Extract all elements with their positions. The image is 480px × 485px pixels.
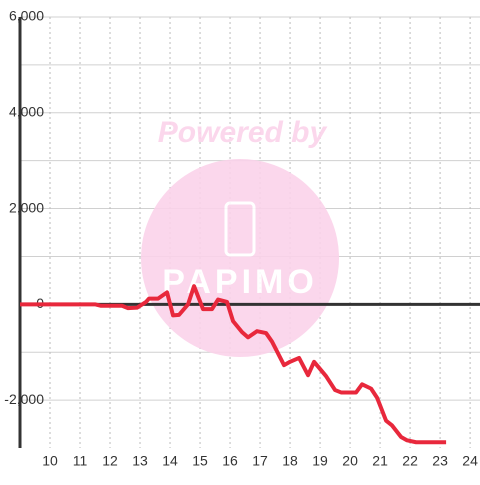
x-tick-label: 22	[402, 453, 418, 469]
watermark-circle	[141, 159, 339, 357]
x-tick-label: 10	[42, 453, 58, 469]
y-tick-label: 6,000	[9, 8, 44, 24]
y-tick-label: -2,000	[4, 391, 44, 407]
x-tick-label: 17	[252, 453, 268, 469]
x-tick-label: 14	[162, 453, 178, 469]
watermark: Powered by PAPIMO	[141, 116, 339, 357]
x-tick-label: 24	[462, 453, 478, 469]
x-tick-label: 23	[432, 453, 448, 469]
y-tick-label: 2,000	[9, 199, 44, 215]
x-tick-label: 19	[312, 453, 328, 469]
y-tick-label: 4,000	[9, 103, 44, 119]
watermark-text: Powered by	[158, 116, 328, 149]
x-tick-label: 16	[222, 453, 238, 469]
x-tick-label: 11	[73, 453, 88, 469]
data-line	[20, 284, 447, 445]
x-tick-label: 20	[342, 453, 358, 469]
x-tick-label: 21	[372, 453, 388, 469]
x-tick-label: 12	[102, 453, 118, 469]
x-tick-label: 15	[192, 453, 208, 469]
watermark-logo: PAPIMO	[162, 263, 318, 301]
watermark-icon	[224, 201, 256, 257]
x-tick-label: 18	[282, 453, 298, 469]
x-tick-label: 13	[132, 453, 148, 469]
